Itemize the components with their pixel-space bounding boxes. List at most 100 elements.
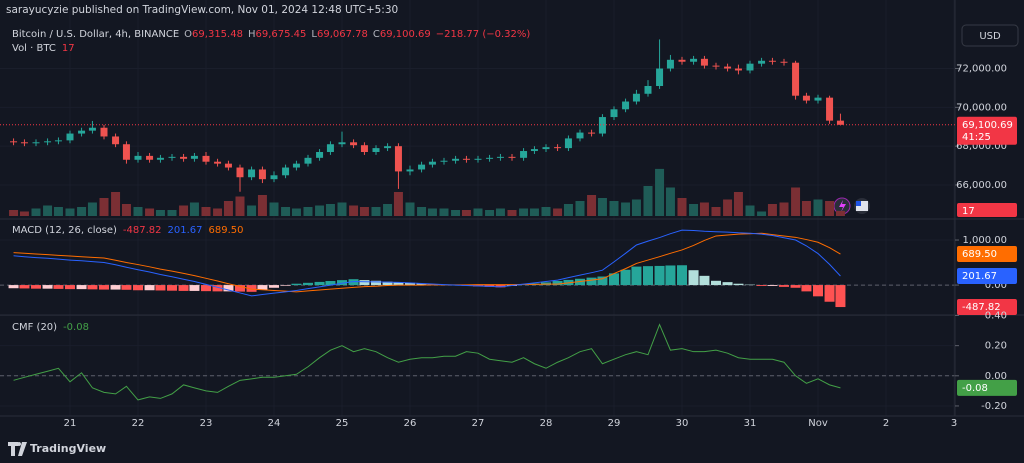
- macd-histogram-bar: [552, 281, 563, 286]
- volume-bar: [553, 208, 563, 216]
- candle-body: [394, 146, 402, 172]
- candle-body: [474, 158, 482, 160]
- candle-body: [304, 157, 312, 164]
- last-price-badge-bg: [957, 116, 1017, 145]
- legend-key: C: [373, 29, 380, 40]
- candle-body: [690, 58, 698, 62]
- macd-histogram-bar: [711, 280, 721, 286]
- volume-bar: [495, 208, 505, 216]
- candle-body: [224, 163, 232, 168]
- candle-body: [564, 138, 572, 149]
- candle-body: [656, 68, 664, 86]
- candle-body: [100, 127, 108, 137]
- volume-bar: [791, 187, 801, 216]
- cmf-title: CMF (20): [12, 322, 57, 333]
- y-tick-label: 0.00: [985, 371, 1007, 382]
- volume-bar: [529, 208, 539, 216]
- candle-body: [452, 158, 460, 161]
- volume-bar: [723, 199, 733, 216]
- volume-bar: [417, 207, 427, 216]
- volume-bar: [801, 201, 811, 216]
- x-tick-label: 24: [268, 418, 281, 429]
- macd-histogram-bar: [824, 285, 835, 302]
- macd-histogram-bar: [733, 283, 744, 286]
- candle-body: [712, 65, 720, 67]
- volume-bar: [167, 210, 177, 216]
- volume-bar: [19, 211, 29, 216]
- candle-body: [554, 147, 562, 149]
- candle-body: [792, 62, 800, 96]
- histogram-badge-bg: [957, 299, 1017, 316]
- legend-key: L: [311, 29, 317, 40]
- currency-label[interactable]: USD: [979, 31, 1001, 42]
- macd-histogram-bar: [631, 266, 642, 286]
- volume-bar: [621, 202, 631, 216]
- macd-histogram-bar: [325, 281, 336, 286]
- candle-body: [496, 156, 504, 158]
- macd-histogram-bar: [99, 285, 109, 290]
- volume-bar: [31, 208, 41, 216]
- macd-histogram-bar: [405, 282, 415, 286]
- macd-histogram-bar: [654, 265, 665, 286]
- x-tick-label: 27: [472, 418, 485, 429]
- macd-histogram-bar: [359, 280, 370, 286]
- candle-body: [66, 133, 74, 141]
- candle-body: [338, 142, 346, 145]
- macd-histogram-bar: [235, 285, 245, 292]
- macd-histogram-bar: [722, 282, 733, 286]
- candle-body: [588, 132, 596, 134]
- candle-body: [632, 93, 640, 102]
- volume-bar: [677, 198, 687, 216]
- volume-bar: [371, 207, 381, 216]
- price-legend: Bitcoin / U.S. Dollar, 4h, BINANCE O69,31…: [12, 29, 530, 40]
- macd-histogram-bar: [189, 285, 200, 291]
- macd-histogram-bar: [280, 285, 291, 286]
- x-tick-label: 31: [744, 418, 757, 429]
- volume-bar: [835, 210, 845, 216]
- volume-bar: [779, 202, 789, 216]
- y-tick-label: 0.40: [985, 310, 1007, 321]
- legend-value: 69,315.48: [192, 29, 243, 40]
- candle-body: [202, 155, 210, 162]
- volume-bar: [145, 208, 155, 216]
- x-tick-label: 2: [883, 418, 889, 429]
- macd-histogram-bar: [688, 270, 699, 286]
- currency-button[interactable]: [961, 24, 1019, 47]
- countdown: 41:25: [962, 132, 991, 143]
- histogram-badge: -487.82: [962, 302, 1001, 313]
- volume-bar: [325, 204, 335, 216]
- volume-bar: [257, 195, 267, 216]
- macd-histogram-bar: [620, 269, 631, 286]
- volume-bar: [349, 205, 359, 216]
- macd-hist-last: -487.82: [123, 225, 162, 236]
- candle-body: [190, 155, 198, 159]
- candle-body: [622, 101, 630, 110]
- volume-bar: [223, 201, 233, 216]
- candle-body: [180, 156, 188, 159]
- candle-body: [768, 60, 776, 62]
- candle-body: [270, 175, 278, 180]
- macd-histogram-bar: [87, 285, 98, 290]
- legend-value: 69,675.45: [255, 29, 306, 40]
- candle-body: [462, 158, 470, 160]
- candle-body: [576, 132, 584, 139]
- candle-body: [248, 169, 256, 178]
- volume-bar: [393, 192, 403, 216]
- macd-histogram-bar: [337, 280, 347, 286]
- macd-histogram-bar: [19, 285, 30, 289]
- volume-bar: [699, 202, 709, 216]
- volume-bar: [405, 202, 415, 216]
- volume-bar: [689, 204, 699, 216]
- macd-histogram-bar: [393, 282, 404, 286]
- volume-last: 17: [62, 43, 75, 54]
- volume-bar: [711, 207, 721, 216]
- macd-histogram-bar: [382, 281, 393, 286]
- x-tick-label: Nov: [808, 418, 828, 429]
- legend-value: 69,067.78: [317, 29, 368, 40]
- x-tick-label: 3: [951, 418, 957, 429]
- y-tick-label: 66,000.00: [956, 180, 1007, 191]
- macd-title: MACD (12, 26, close): [12, 225, 117, 236]
- volume-bar: [269, 202, 279, 216]
- candle-body: [530, 149, 538, 152]
